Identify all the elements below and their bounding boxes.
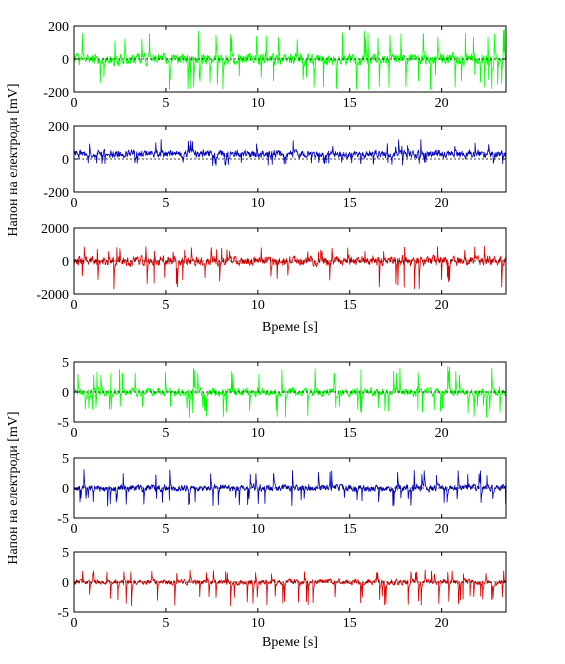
y-tick-label: 5 (62, 356, 69, 371)
y-axis-label: Напон на електроди [mV] (6, 83, 21, 236)
x-tick-label: 10 (251, 196, 265, 211)
x-tick-label: 15 (343, 426, 357, 441)
x-tick-label: 10 (251, 426, 265, 441)
x-axis-label: Време [s] (262, 320, 318, 335)
x-tick-label: 0 (71, 96, 78, 111)
y-tick-label: 200 (48, 20, 69, 35)
x-axis-label: Време [s] (262, 635, 318, 650)
x-tick-label: 10 (251, 298, 265, 313)
x-tick-label: 0 (71, 522, 78, 537)
x-tick-label: 20 (435, 522, 449, 537)
y-tick-label: 0 (62, 153, 69, 168)
series-line (73, 139, 507, 166)
x-tick-label: 15 (343, 616, 357, 631)
y-tick-label: 0 (62, 386, 69, 401)
series-line (73, 569, 507, 607)
series-line (73, 246, 507, 290)
y-tick-label: 2000 (41, 222, 69, 237)
x-tick-label: 15 (343, 196, 357, 211)
y-tick-label: 200 (48, 120, 69, 135)
x-tick-label: 20 (435, 298, 449, 313)
x-tick-label: 0 (71, 196, 78, 211)
panel-2-2: 0 5 10 15 20-505 (57, 452, 507, 537)
x-tick-label: 0 (71, 616, 78, 631)
x-tick-label: 0 (71, 298, 78, 313)
series-line (73, 28, 507, 91)
y-axis-label: Напон на електроди [mV] (6, 411, 21, 564)
x-tick-label: 20 (435, 96, 449, 111)
x-tick-label: 20 (435, 196, 449, 211)
x-tick-label: 10 (251, 616, 265, 631)
y-tick-label: 0 (62, 53, 69, 68)
y-tick-label: -5 (57, 416, 69, 431)
y-tick-label: -5 (57, 606, 69, 621)
x-tick-label: 15 (343, 522, 357, 537)
y-tick-label: -200 (43, 86, 69, 101)
x-tick-label: 5 (162, 298, 169, 313)
x-tick-label: 15 (343, 298, 357, 313)
y-tick-label: -5 (57, 512, 69, 527)
panel-2-1: 0 5 10 15 20-505 (57, 356, 507, 441)
y-tick-label: 0 (62, 482, 69, 497)
x-tick-label: 20 (435, 616, 449, 631)
x-tick-label: 5 (162, 522, 169, 537)
x-tick-label: 0 (71, 426, 78, 441)
x-tick-label: 5 (162, 616, 169, 631)
y-tick-label: -200 (43, 186, 69, 201)
y-tick-label: 0 (62, 576, 69, 591)
x-tick-label: 5 (162, 96, 169, 111)
y-tick-label: 5 (62, 546, 69, 561)
y-tick-label: 5 (62, 452, 69, 467)
x-tick-label: 5 (162, 426, 169, 441)
x-tick-label: 10 (251, 522, 265, 537)
series-line (73, 469, 507, 507)
x-tick-label: 10 (251, 96, 265, 111)
y-tick-label: -2000 (36, 288, 69, 303)
y-tick-label: 0 (62, 255, 69, 270)
x-tick-label: 20 (435, 426, 449, 441)
x-tick-label: 5 (162, 196, 169, 211)
x-tick-label: 15 (343, 96, 357, 111)
